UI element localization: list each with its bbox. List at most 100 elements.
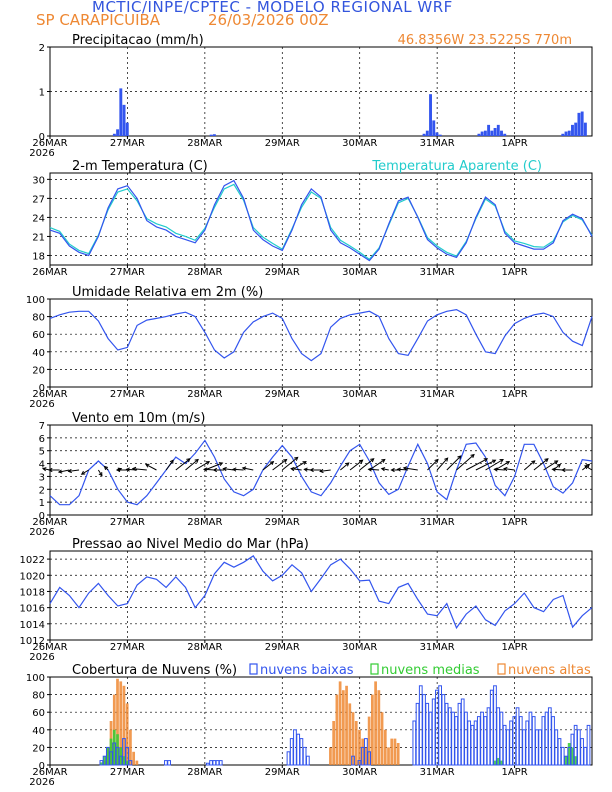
pressure-xtick-label: 1APR — [501, 642, 527, 653]
cloud-bar-nuvens-altas — [338, 681, 342, 765]
wind-arrow — [281, 457, 299, 471]
wind-arrow-head — [483, 458, 489, 463]
clouds-ytick-label: 100 — [26, 673, 45, 684]
wind-xtick-label: 31MAR — [420, 517, 455, 528]
cloud-bar-nuvens-baixas — [164, 760, 168, 766]
cloud-bar-nuvens-baixas — [544, 711, 549, 766]
wind-arrow — [543, 460, 558, 471]
wind-arrow-head — [169, 459, 174, 464]
pressure-xtick-label: 30MAR — [342, 642, 377, 653]
wind-arrow-head — [381, 458, 386, 463]
clouds-xtick-label: 29MAR — [265, 767, 300, 778]
precip-bar — [580, 111, 584, 136]
wind-arrow — [465, 458, 488, 471]
precip-bar — [571, 124, 574, 136]
precip-bar — [122, 104, 126, 136]
wind-arrow-head — [584, 465, 589, 470]
cloud-bar-nuvens-baixas — [212, 760, 217, 766]
wind-ytick-label: 7 — [39, 421, 45, 432]
precip-bar — [487, 124, 491, 136]
cloud-bar-nuvens-baixas — [576, 729, 581, 766]
cloud-bar-nuvens-baixas — [302, 746, 307, 766]
precip-bar — [438, 134, 442, 136]
temp-ytick-label: 24 — [32, 213, 45, 224]
precip-bar — [493, 127, 497, 136]
humidity-xtick-label: 28MAR — [187, 389, 222, 400]
wind-arrow-head — [98, 472, 103, 477]
wind-ytick-label: 0 — [39, 511, 45, 522]
pressure-xtick-label: 27MAR — [110, 642, 145, 653]
cloud-bar-nuvens-medias — [112, 729, 116, 765]
humidity-ytick-label: 100 — [26, 295, 45, 306]
cloud-bar-nuvens-baixas — [422, 694, 426, 766]
cloud-bar-nuvens-baixas — [457, 702, 462, 766]
wind-xtick-label: 29MAR — [265, 517, 300, 528]
pressure-ytick-label: 1020 — [20, 571, 45, 582]
wind-series-velocidade — [49, 439, 593, 506]
clouds-xtick-label: 31MAR — [420, 767, 455, 778]
wind-xtick-label: 27MAR — [110, 517, 145, 528]
wind-arrow-head — [41, 467, 47, 472]
temp-xtick-label: 27MAR — [110, 267, 145, 278]
cloud-bar-nuvens-baixas — [473, 720, 478, 766]
wind-arrow-head — [390, 467, 395, 473]
cloud-bar-nuvens-medias — [567, 743, 571, 765]
cloud-bar-nuvens-medias — [125, 760, 129, 765]
humidity-xtick-label: 29MAR — [265, 389, 300, 400]
humidity-panel-title: Umidade Relativa em 2m (%) — [72, 285, 263, 300]
cloud-bar-nuvens-baixas — [218, 760, 223, 766]
cloud-bar-nuvens-altas — [122, 685, 126, 765]
cloud-bar-nuvens-baixas — [583, 746, 588, 766]
wind-arrow-head — [194, 458, 199, 463]
wind-arrow-head — [80, 470, 86, 475]
precip-xtick-label: 26MAR — [32, 138, 67, 149]
wind-arrow — [533, 458, 549, 471]
wind-arrow-head — [380, 467, 386, 472]
wind-arrow-head — [103, 465, 109, 470]
cloud-bar-nuvens-medias — [116, 734, 119, 765]
humidity-xtick-year: 2026 — [29, 399, 54, 410]
cloud-bar-nuvens-altas — [354, 721, 358, 765]
clouds-xtick-label: 27MAR — [110, 767, 145, 778]
wind-arrow-head — [269, 460, 275, 466]
cloud-bar-nuvens-altas — [358, 729, 361, 765]
cloud-legend-swatch — [249, 663, 258, 675]
wind-arrow — [320, 469, 331, 472]
cloud-bar-nuvens-baixas — [209, 760, 213, 766]
wind-arrow-head — [359, 459, 364, 464]
wind-arrow — [523, 460, 536, 471]
wind-arrow — [81, 469, 89, 475]
cloud-bar-nuvens-altas — [329, 747, 332, 765]
precip-bar — [212, 134, 216, 136]
wind-arrow — [475, 459, 496, 471]
pressure-ytick-label: 1016 — [20, 604, 45, 615]
wind-arrow — [436, 457, 449, 471]
wind-arrow-head — [503, 466, 508, 472]
wind-arrow-head — [551, 467, 556, 472]
pressure-xtick-year: 2026 — [29, 652, 54, 663]
precip-bar — [116, 129, 120, 136]
wind-arrow-head — [218, 462, 224, 467]
pressure-xtick-label: 31MAR — [420, 642, 455, 653]
cloud-legend-label: nuvens medias — [381, 663, 480, 678]
cloud-bar-nuvens-altas — [132, 751, 136, 765]
wind-arrow-head — [232, 467, 237, 472]
precip-bar — [125, 122, 129, 136]
cloud-legend-label: nuvens altas — [508, 663, 591, 678]
wind-arrow — [485, 459, 504, 471]
wind-arrow-head — [470, 453, 475, 459]
wind-arrow — [456, 454, 475, 471]
precip-bar — [477, 133, 481, 136]
cloud-bar-nuvens-altas — [390, 738, 394, 765]
cloud-bar-nuvens-baixas — [299, 738, 304, 766]
cloud-bar-nuvens-baixas — [480, 711, 484, 766]
clouds-xtick-label: 1APR — [501, 767, 527, 778]
wind-arrow-head — [556, 463, 562, 468]
temp-xtick-label: 30MAR — [342, 267, 377, 278]
cloud-bar-nuvens-baixas — [515, 707, 520, 766]
wind-arrow-head — [290, 466, 295, 472]
precip-ytick-label: 1 — [39, 88, 45, 99]
precip-bar — [574, 122, 578, 136]
precip-xtick-label: 27MAR — [110, 138, 145, 149]
cloud-bar-nuvens-baixas — [431, 698, 436, 766]
